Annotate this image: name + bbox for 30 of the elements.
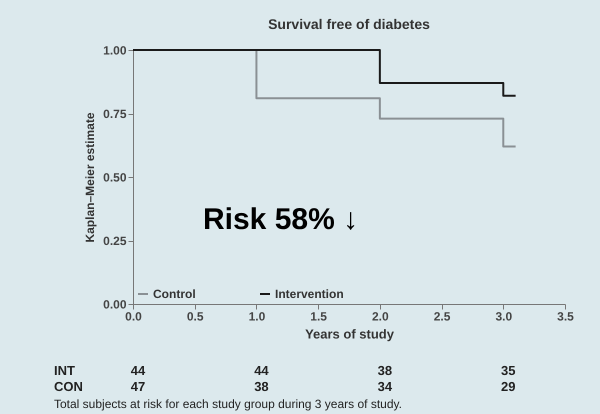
x-tick-label: 3.5 bbox=[557, 310, 574, 324]
x-tick-label: 1.5 bbox=[310, 310, 328, 324]
chart-title: Survival free of diabetes bbox=[268, 16, 430, 32]
legend-label: Intervention bbox=[275, 287, 344, 301]
x-tick-label: 2.5 bbox=[434, 310, 451, 324]
y-axis-title: Kaplan–Meier estimate bbox=[83, 112, 98, 243]
y-tick-label: 0.25 bbox=[103, 234, 127, 248]
text: INT bbox=[54, 363, 75, 378]
x-axis-title: Years of study bbox=[305, 326, 395, 342]
y-tick-label: 0.50 bbox=[103, 170, 127, 184]
text: 44 bbox=[130, 363, 146, 378]
y-tick-label: 1.00 bbox=[103, 44, 127, 58]
x-tick-label: 3.0 bbox=[495, 310, 512, 324]
text: 34 bbox=[378, 379, 393, 394]
text: 47 bbox=[130, 379, 146, 394]
y-tick-label: 0.75 bbox=[103, 107, 127, 121]
text: Total subjects at risk for each study group during 3 years of study. bbox=[54, 397, 402, 411]
text: CON bbox=[54, 379, 83, 394]
text: 38 bbox=[378, 363, 392, 378]
text: 44 bbox=[254, 363, 270, 378]
annotation: Risk 58% ↓ bbox=[203, 203, 358, 236]
x-tick-label: 1.0 bbox=[248, 310, 266, 324]
text: 38 bbox=[254, 379, 269, 394]
x-tick-label: 0.0 bbox=[125, 310, 142, 324]
x-tick-label: 2.0 bbox=[372, 310, 390, 324]
text: 35 bbox=[501, 363, 516, 378]
x-tick-label: 0.5 bbox=[186, 310, 204, 324]
text: 29 bbox=[501, 379, 516, 394]
y-tick-label: 0.00 bbox=[103, 298, 127, 312]
legend-label: Control bbox=[153, 287, 196, 301]
